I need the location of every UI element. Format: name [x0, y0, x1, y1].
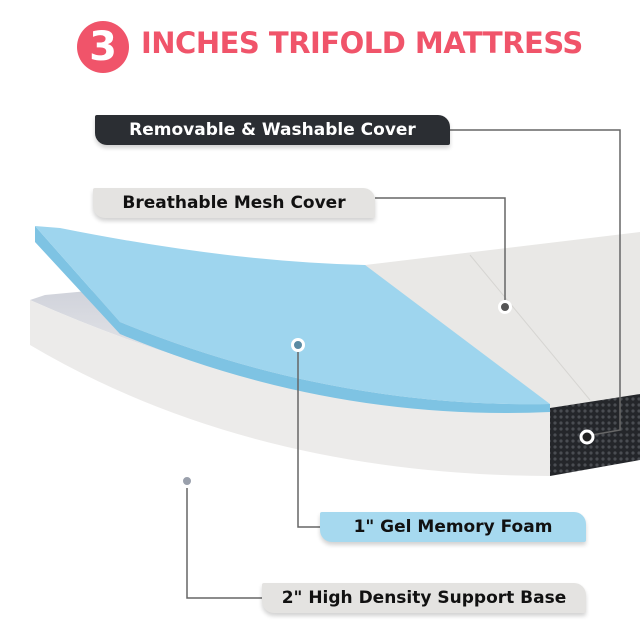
label-removable-cover: Removable & Washable Cover — [95, 115, 450, 145]
label-mesh-cover: Breathable Mesh Cover — [93, 188, 375, 218]
number-badge: 3 — [77, 21, 129, 73]
label-gel-foam: 1" Gel Memory Foam — [320, 512, 586, 542]
callout-lines — [186, 129, 621, 599]
callout-dots — [180, 300, 595, 488]
folded-panel-top — [365, 232, 640, 410]
gel-foam-top — [35, 226, 550, 405]
fold-seam — [469, 254, 591, 401]
page-title: INCHES TRIFOLD MATTRESS — [141, 26, 583, 60]
label-support-base: 2" High Density Support Base — [262, 583, 586, 613]
